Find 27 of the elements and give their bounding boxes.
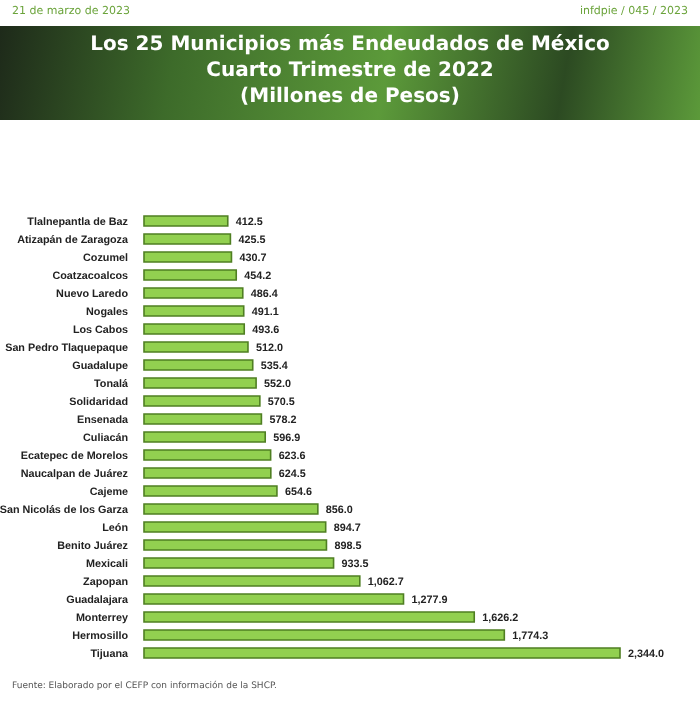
bar <box>143 269 238 281</box>
bar <box>143 359 254 371</box>
bar <box>143 323 246 335</box>
chart-title: Los 25 Municipios más Endeudados de México <box>88 32 612 58</box>
bar <box>143 539 328 551</box>
bar <box>143 647 621 659</box>
chart-subtitle: Cuarto Trimestre de 2022 (Millones de Pesos) <box>204 58 496 110</box>
bar <box>143 395 261 407</box>
bar <box>143 503 319 515</box>
bar <box>143 611 476 623</box>
bar <box>143 233 232 245</box>
bar <box>143 593 405 605</box>
bar <box>143 467 272 479</box>
bar <box>143 305 245 317</box>
bar <box>143 449 272 461</box>
bar <box>143 521 327 533</box>
bar <box>143 629 506 641</box>
bar <box>143 377 257 389</box>
bar <box>143 341 249 353</box>
bar <box>143 287 244 299</box>
bar <box>143 575 361 587</box>
bar <box>143 485 278 497</box>
bar <box>143 431 267 443</box>
bar <box>143 413 263 425</box>
bar <box>143 251 233 263</box>
bar <box>143 557 335 569</box>
bar <box>143 215 229 227</box>
